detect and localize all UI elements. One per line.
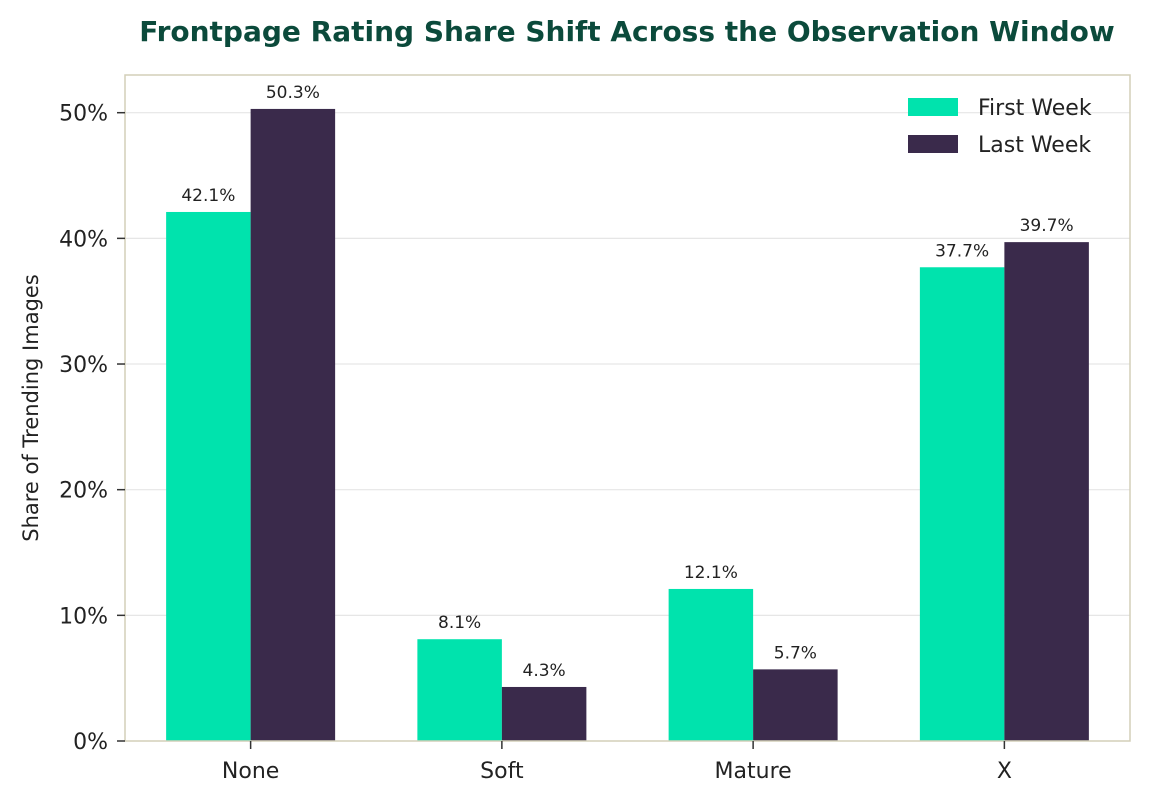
data-label: 4.3% — [523, 661, 566, 681]
x-tick-label: Soft — [480, 759, 524, 784]
bars — [166, 108, 1089, 742]
bar-x-first-week — [919, 267, 1005, 741]
data-label: 8.1% — [438, 613, 481, 633]
legend-swatch — [908, 135, 958, 153]
bar-soft-last-week — [501, 686, 587, 741]
x-tick-label: X — [997, 759, 1012, 784]
data-labels: 42.1% 50.3% 8.1% 4.3% 12.1% 5.7% 37.7% 39.7% — [181, 83, 1073, 681]
bar-soft-first-week — [417, 639, 502, 741]
legend-swatch — [908, 98, 958, 116]
x-tick-label: Mature — [715, 759, 792, 784]
y-tick-label: 30% — [59, 353, 108, 378]
legend-label: Last Week — [978, 133, 1091, 158]
y-tick-label: 0% — [73, 730, 108, 755]
y-axis-label: Share of Trending Images — [19, 274, 43, 542]
legend-label: First Week — [978, 96, 1092, 121]
data-label: 42.1% — [181, 186, 235, 206]
bar-x-last-week — [1004, 242, 1089, 741]
data-label: 37.7% — [935, 241, 989, 261]
data-label: 50.3% — [266, 83, 320, 103]
bar-mature-first-week — [668, 588, 754, 741]
x-tick-label: None — [222, 759, 279, 784]
data-label: 39.7% — [1020, 216, 1074, 236]
plot-frame — [124, 74, 1131, 742]
bar-none-first-week — [166, 211, 251, 741]
bar-mature-last-week — [753, 669, 838, 741]
bar-none-last-week — [250, 108, 336, 742]
y-tick-label: 20% — [59, 479, 108, 504]
y-tick-label: 40% — [59, 227, 108, 252]
data-label: 5.7% — [774, 643, 817, 663]
legend: First Week Last Week — [908, 96, 1092, 158]
y-tick-label: 50% — [59, 102, 108, 127]
axis-ticks: 0% 10% 20% 30% 40% 50% None Soft Mature X — [59, 102, 1012, 784]
y-tick-label: 10% — [59, 604, 108, 629]
data-label: 12.1% — [684, 563, 738, 583]
chart-title: Frontpage Rating Share Shift Across the … — [139, 15, 1115, 48]
